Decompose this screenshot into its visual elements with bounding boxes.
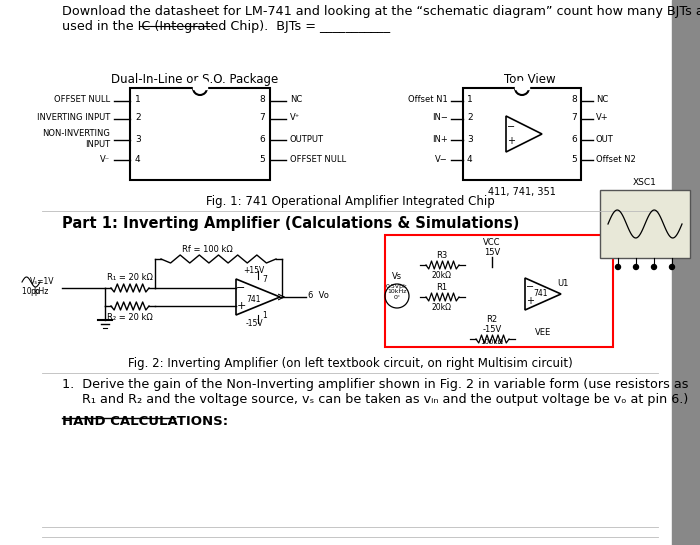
Text: 2: 2: [135, 113, 141, 123]
Text: Offset N2: Offset N2: [596, 154, 636, 164]
Text: +: +: [526, 296, 534, 306]
Bar: [600, 190, 690, 258]
Text: R1: R1: [436, 282, 447, 292]
Bar: [515, 81, 529, 89]
Text: 411, 741, 351: 411, 741, 351: [488, 187, 556, 197]
Text: 4: 4: [467, 154, 473, 164]
Text: −: −: [237, 283, 246, 293]
Bar: [463, 88, 581, 180]
Text: VCC: VCC: [483, 238, 500, 247]
Text: Vₛ=1V
pp: Vₛ=1V pp: [30, 277, 55, 296]
Bar: [672, 0, 700, 545]
Text: OUT: OUT: [596, 135, 614, 143]
Text: 741: 741: [246, 295, 261, 305]
Text: V⁺: V⁺: [290, 113, 300, 123]
Text: R₂ = 20 kΩ: R₂ = 20 kΩ: [107, 312, 153, 322]
Text: U1: U1: [557, 280, 568, 288]
Bar: [193, 81, 207, 89]
Text: INVERTING INPUT: INVERTING INPUT: [36, 113, 110, 123]
Text: 4: 4: [135, 154, 141, 164]
Text: 7: 7: [571, 113, 577, 123]
Text: 5: 5: [571, 154, 577, 164]
Text: V+: V+: [596, 113, 608, 123]
Bar: [130, 88, 270, 180]
Text: -15V: -15V: [482, 324, 502, 334]
Text: Part 1: Inverting Amplifier (Calculations & Simulations): Part 1: Inverting Amplifier (Calculation…: [62, 216, 519, 231]
Text: +: +: [237, 301, 246, 311]
Text: NC: NC: [596, 95, 608, 105]
Text: Download the datasheet for LM-741 and looking at the “schematic diagram” count h: Download the datasheet for LM-741 and lo…: [62, 5, 700, 33]
Text: IN+: IN+: [433, 135, 448, 143]
Text: 15V: 15V: [484, 248, 500, 257]
Text: −: −: [526, 282, 534, 292]
Circle shape: [634, 264, 638, 269]
Text: Vs: Vs: [392, 272, 402, 281]
Text: 0°: 0°: [393, 295, 400, 300]
Text: 100kΩ: 100kΩ: [480, 339, 503, 345]
Text: R₁ = 20 kΩ: R₁ = 20 kΩ: [107, 274, 153, 282]
Text: 7: 7: [262, 275, 267, 283]
Text: 1: 1: [135, 95, 141, 105]
Text: 1: 1: [467, 95, 473, 105]
Text: 5: 5: [259, 154, 265, 164]
Text: 0.5Vpk: 0.5Vpk: [386, 284, 408, 289]
Text: -15V: -15V: [245, 319, 262, 328]
Text: 6: 6: [571, 135, 577, 143]
Text: −: −: [507, 122, 515, 132]
Text: 3: 3: [467, 135, 473, 143]
Text: OFFSET NULL: OFFSET NULL: [54, 95, 110, 105]
Text: Rf = 100 kΩ: Rf = 100 kΩ: [181, 245, 232, 253]
Text: 10kHz: 10kHz: [387, 289, 407, 294]
Text: Top View: Top View: [504, 73, 556, 86]
Text: NC: NC: [290, 95, 302, 105]
Text: 7: 7: [259, 113, 265, 123]
Text: 1: 1: [262, 311, 267, 319]
Text: 8: 8: [571, 95, 577, 105]
Text: Fig. 1: 741 Operational Amplifier Integrated Chip: Fig. 1: 741 Operational Amplifier Integr…: [206, 195, 494, 208]
Text: 20kΩ: 20kΩ: [432, 302, 452, 312]
Text: 6  Vo: 6 Vo: [308, 292, 329, 300]
Circle shape: [615, 264, 620, 269]
Text: IN−: IN−: [432, 113, 448, 123]
Text: 741: 741: [533, 289, 548, 299]
Text: HAND CALCULATIONS:: HAND CALCULATIONS:: [62, 415, 228, 428]
Text: R2: R2: [486, 314, 498, 324]
Text: 3: 3: [135, 135, 141, 143]
Text: XSC1: XSC1: [633, 178, 657, 187]
Text: 2: 2: [467, 113, 473, 123]
Circle shape: [669, 264, 675, 269]
Text: Offset N1: Offset N1: [408, 95, 448, 105]
Text: 8: 8: [259, 95, 265, 105]
Circle shape: [652, 264, 657, 269]
Text: V⁻: V⁻: [100, 154, 110, 164]
Text: +: +: [507, 136, 515, 146]
Text: VEE: VEE: [535, 328, 551, 337]
Text: +15V: +15V: [244, 266, 265, 275]
Text: Fig. 2: Inverting Amplifier (on left textbook circuit, on right Multisim circuit: Fig. 2: Inverting Amplifier (on left tex…: [127, 357, 573, 370]
Text: OFFSET NULL: OFFSET NULL: [290, 154, 346, 164]
Text: V−: V−: [435, 154, 448, 164]
Text: 6: 6: [259, 135, 265, 143]
Bar: [385, 235, 613, 347]
Text: 1.  Derive the gain of the Non-Inverting amplifier shown in Fig. 2 in variable f: 1. Derive the gain of the Non-Inverting …: [62, 378, 689, 406]
Text: 20kΩ: 20kΩ: [432, 270, 452, 280]
Text: 10 kHz: 10 kHz: [22, 287, 48, 296]
Text: OUTPUT: OUTPUT: [290, 135, 324, 143]
Text: NON-INVERTING
INPUT: NON-INVERTING INPUT: [42, 129, 110, 149]
Text: R3: R3: [436, 251, 447, 259]
Text: Dual-In-Line or S.O. Package: Dual-In-Line or S.O. Package: [111, 73, 279, 86]
